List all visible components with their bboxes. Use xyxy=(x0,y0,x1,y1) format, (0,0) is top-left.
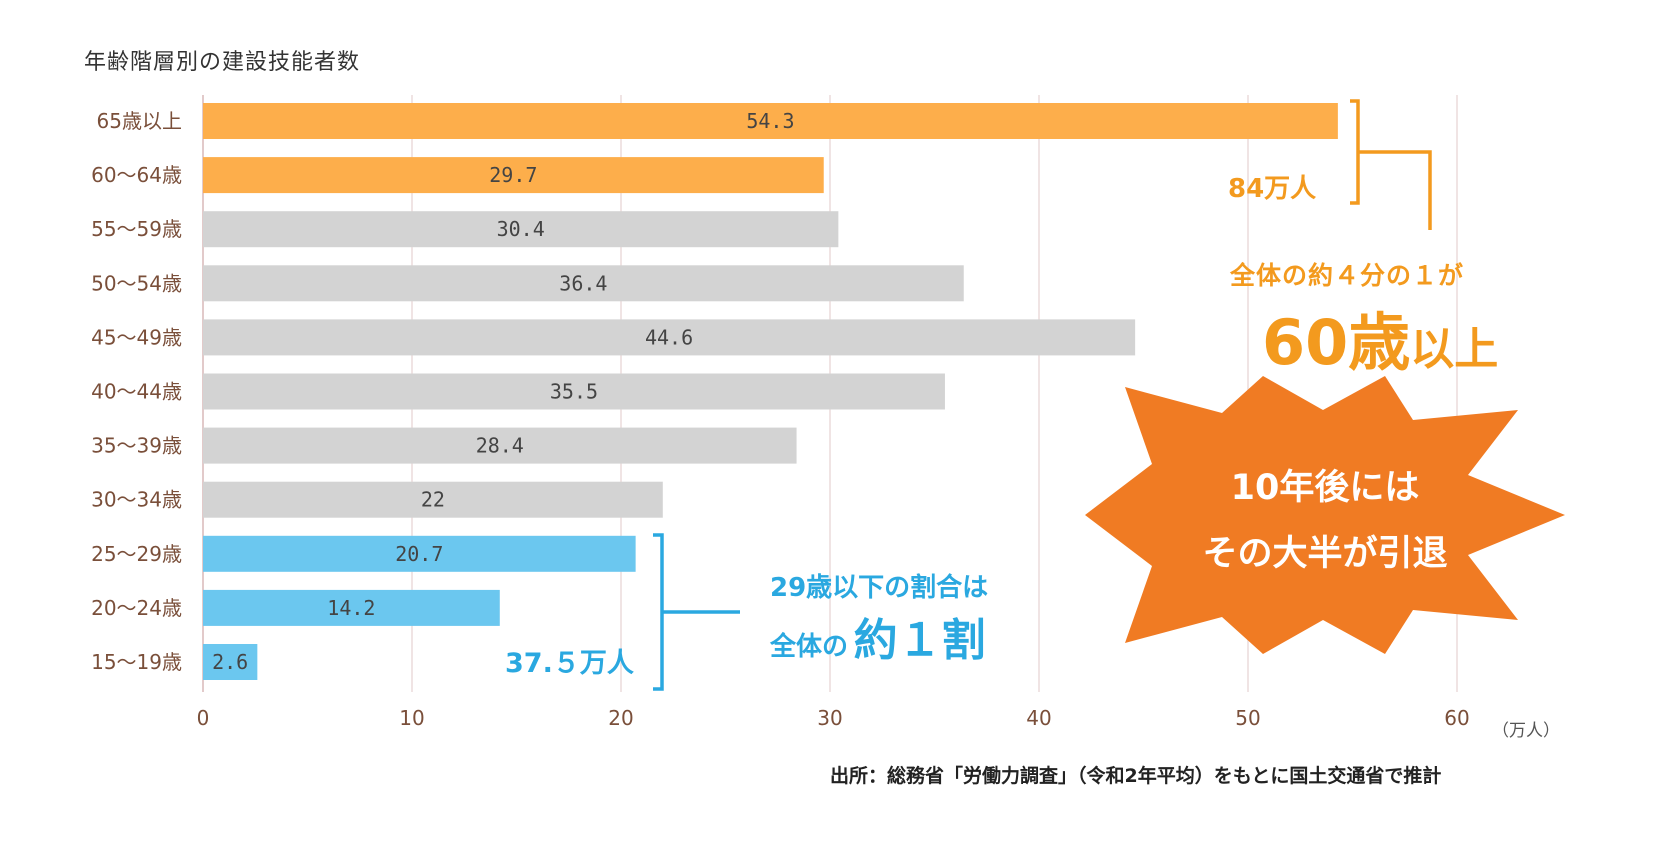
bar xyxy=(203,157,824,194)
bar-value-label: 28.4 xyxy=(476,434,524,458)
orange-total-label: 84万人 xyxy=(1228,174,1317,204)
over-60-text: 60歳以上 xyxy=(1262,292,1498,382)
source-note: 出所：総務省「労働力調査」（令和2年平均）をもとに国土交通省で推計 xyxy=(830,765,1442,787)
bar-value-label: 20.7 xyxy=(395,542,443,566)
x-tick-label: 40 xyxy=(1026,706,1051,730)
category-label: 35～39歳 xyxy=(91,434,182,458)
bar-value-label: 29.7 xyxy=(489,163,537,187)
category-label: 40～44歳 xyxy=(91,380,182,404)
category-labels: 65歳以上 60～64歳 55～59歳 50～54歳 45～49歳 40～44歳 35～39… xyxy=(91,109,182,674)
quarter-text: 全体の約４分の１が xyxy=(1230,261,1465,290)
bar xyxy=(203,589,500,626)
x-tick-label: 0 xyxy=(197,706,210,730)
bar xyxy=(203,319,1136,356)
bar xyxy=(203,373,945,410)
starburst-line-2: その大半が引退 xyxy=(1202,534,1448,574)
bar-value-label: 36.4 xyxy=(559,271,607,295)
x-tick-label: 20 xyxy=(608,706,633,730)
starburst-shape xyxy=(1085,376,1565,654)
blue-bracket xyxy=(653,533,740,691)
bar-value-label: 44.6 xyxy=(645,325,693,349)
blue-note-small: 全体の xyxy=(770,632,849,662)
category-label: 55～59歳 xyxy=(91,217,182,241)
bar xyxy=(203,211,839,248)
bar xyxy=(203,427,797,464)
bar-value-label: 54.3 xyxy=(746,109,794,133)
category-label: 45～49歳 xyxy=(91,325,182,349)
x-tick-label: 30 xyxy=(817,706,842,730)
over-60-small: 以上 xyxy=(1410,324,1499,375)
blue-total-label: 37.５万人 xyxy=(505,648,634,679)
bar-value-label: 35.5 xyxy=(550,380,598,404)
category-label: 20～24歳 xyxy=(91,596,182,620)
x-unit-label: （万人） xyxy=(1492,721,1560,741)
chart-title: 年齢階層別の建設技能者数 xyxy=(84,50,361,75)
bar-value-label: 30.4 xyxy=(497,217,545,241)
starburst-text: 10年後には その大半が引退 xyxy=(1130,455,1520,587)
category-label: 50～54歳 xyxy=(91,271,182,295)
over-60-big: 60歳 xyxy=(1262,306,1411,379)
bar xyxy=(203,265,964,302)
category-label: 65歳以上 xyxy=(97,109,182,133)
bar-value-label: 2.6 xyxy=(212,650,248,674)
x-tick-label: 50 xyxy=(1235,706,1260,730)
bar xyxy=(203,535,636,572)
value-labels: 54.3 29.7 30.4 36.4 44.6 35.5 28.4 22 20.7 14.2 2.… xyxy=(212,109,794,674)
x-tick-label: 60 xyxy=(1444,706,1469,730)
category-label: 30～34歳 xyxy=(91,488,182,512)
bar xyxy=(203,103,1338,139)
starburst-line-1: 10年後には xyxy=(1230,468,1420,508)
x-tick-labels: 0 10 20 30 40 50 60 xyxy=(197,706,1470,730)
bar-value-label: 14.2 xyxy=(327,596,375,620)
blue-note-line-1: 29歳以下の割合は xyxy=(770,573,989,603)
category-label: 25～29歳 xyxy=(91,542,182,566)
blue-note-line-2: 全体の 約１割 xyxy=(770,604,986,668)
blue-note-big: 約１割 xyxy=(853,615,986,666)
x-tick-label: 10 xyxy=(399,706,424,730)
orange-bracket xyxy=(1350,99,1432,230)
bars xyxy=(203,103,1338,680)
bar xyxy=(203,644,258,680)
category-label: 60～64歳 xyxy=(91,163,182,187)
category-label: 15～19歳 xyxy=(91,650,182,674)
bar xyxy=(203,481,663,518)
bar-value-label: 22 xyxy=(421,488,445,512)
